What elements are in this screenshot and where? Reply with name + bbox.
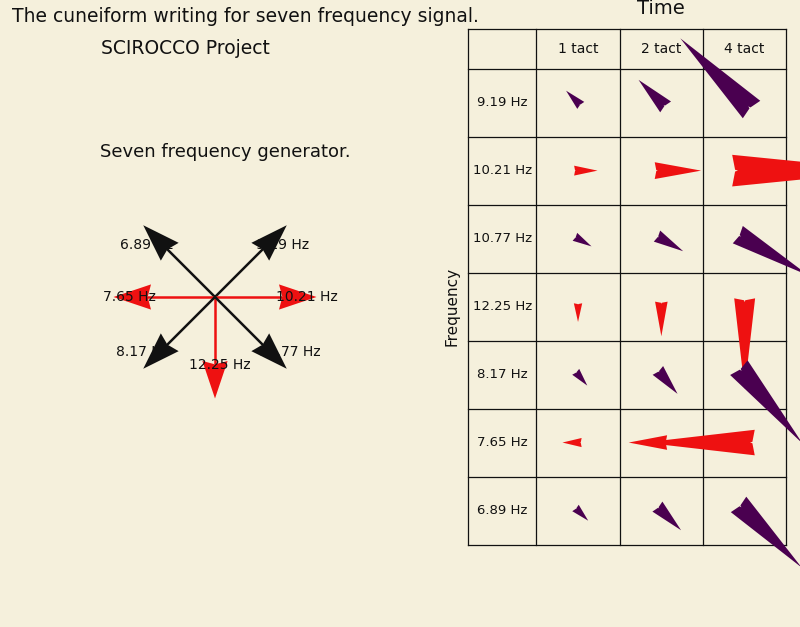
Text: 10.21 Hz: 10.21 Hz	[276, 290, 338, 304]
Polygon shape	[566, 91, 584, 109]
Text: The cuneiform writing for seven frequency signal.: The cuneiform writing for seven frequenc…	[12, 8, 479, 26]
Polygon shape	[654, 162, 701, 179]
Polygon shape	[562, 438, 582, 447]
Polygon shape	[114, 285, 151, 310]
Polygon shape	[655, 302, 668, 336]
Text: Time: Time	[638, 0, 686, 19]
Polygon shape	[654, 231, 683, 251]
Text: 1 tact: 1 tact	[558, 42, 598, 56]
Text: 12.25 Hz: 12.25 Hz	[473, 300, 532, 313]
Polygon shape	[734, 298, 755, 389]
Text: 10.21 Hz: 10.21 Hz	[473, 164, 532, 177]
Polygon shape	[653, 366, 678, 394]
Polygon shape	[629, 435, 667, 450]
Polygon shape	[574, 166, 598, 176]
Text: 7.65 Hz: 7.65 Hz	[477, 436, 527, 449]
Text: 8.17 Hz: 8.17 Hz	[117, 345, 170, 359]
Polygon shape	[251, 334, 286, 369]
Polygon shape	[733, 226, 800, 275]
Text: 12.25 Hz: 12.25 Hz	[189, 358, 251, 372]
Text: 9.19 Hz: 9.19 Hz	[257, 238, 310, 252]
Text: 10.77 Hz: 10.77 Hz	[473, 232, 532, 245]
Text: 8.17 Hz: 8.17 Hz	[477, 368, 527, 381]
Text: 4 tact: 4 tact	[725, 42, 765, 56]
Text: 7.65 Hz: 7.65 Hz	[102, 290, 155, 304]
Polygon shape	[572, 505, 588, 520]
Polygon shape	[644, 429, 754, 455]
Polygon shape	[574, 303, 582, 322]
Polygon shape	[572, 369, 587, 386]
Text: SCIROCCO Project: SCIROCCO Project	[101, 40, 270, 58]
Polygon shape	[730, 361, 800, 443]
Text: 9.19 Hz: 9.19 Hz	[477, 96, 527, 109]
Text: Seven frequency generator.: Seven frequency generator.	[100, 143, 350, 161]
Polygon shape	[143, 334, 178, 369]
Text: 6.89 Hz: 6.89 Hz	[121, 238, 174, 252]
Polygon shape	[279, 285, 317, 310]
Polygon shape	[573, 233, 591, 246]
Polygon shape	[202, 361, 227, 399]
Polygon shape	[638, 80, 671, 112]
Polygon shape	[653, 502, 681, 530]
Polygon shape	[680, 38, 760, 119]
Text: Frequency: Frequency	[445, 267, 459, 346]
Polygon shape	[251, 225, 286, 261]
Polygon shape	[732, 155, 800, 186]
Text: 10.77 Hz: 10.77 Hz	[259, 345, 321, 359]
Text: 2 tact: 2 tact	[641, 42, 682, 56]
Text: 6.89 Hz: 6.89 Hz	[477, 504, 527, 517]
Polygon shape	[143, 225, 178, 261]
Polygon shape	[731, 497, 800, 567]
